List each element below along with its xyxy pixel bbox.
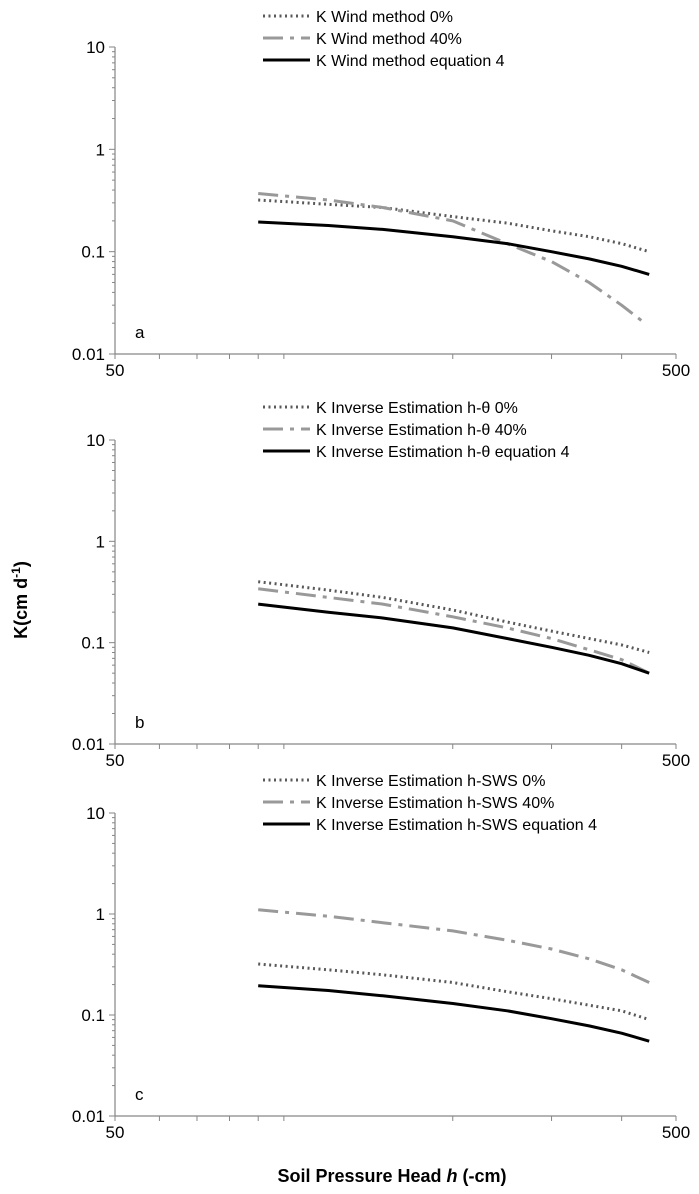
legend-label: K Inverse Estimation h-θ 0% [316,400,518,417]
legend-label: K Inverse Estimation h-SWS 0% [316,773,545,790]
series-line-dotted [258,580,650,654]
x-axis-title-post: (-cm) [458,1166,507,1186]
series-line-solid [258,984,650,1043]
x-tick-label: 500 [662,1123,690,1142]
y-tick-label: 0.1 [81,243,105,262]
y-tick-label: 10 [86,431,105,450]
series-line-solid [258,602,650,675]
legend-label: K Inverse Estimation h-θ equation 4 [316,444,570,461]
y-tick-label: 0.01 [72,1107,105,1126]
series-line-solid [258,220,650,276]
y-tick-label: 10 [86,804,105,823]
legend-label: K Wind method equation 4 [316,53,505,70]
legend: K Wind method 0% K Wind method 40% K Wind … [263,9,505,70]
panel-label: a [135,323,145,342]
y-tick-label: 10 [86,38,105,57]
legend-label: K Wind method 0% [316,9,453,26]
legend-label: K Inverse Estimation h-SWS 40% [316,795,554,812]
panel-label: b [135,713,144,732]
x-tick-label: 50 [106,1123,125,1142]
y-tick-label: 1 [96,140,105,159]
legend-label: K Wind method 40% [316,31,462,48]
y-tick-label: 1 [96,905,105,924]
x-tick-label: 50 [106,751,125,770]
y-axis-title: K(cm d-1) [9,561,31,639]
y-tick-label: 0.1 [81,634,105,653]
legend: K Inverse Estimation h-SWS 0% K Inverse E… [263,773,597,834]
y-tick-label: 0.1 [81,1006,105,1025]
y-tick-label: 1 [96,532,105,551]
legend: K Inverse Estimation h-θ 0% K Inverse Est… [263,400,570,461]
y-axis-title-main: K(cm d [11,578,31,639]
x-tick-label: 50 [106,361,125,380]
x-axis-title-pre: Soil Pressure Head [277,1166,446,1186]
legend-label: K Inverse Estimation h-θ 40% [316,422,527,439]
x-tick-label: 500 [662,361,690,380]
legend-label: K Inverse Estimation h-SWS equation 4 [316,817,597,834]
series-line-dash-dot [258,587,650,675]
y-axis-title-superscript: -1 [9,567,23,578]
y-tick-label: 0.01 [72,735,105,754]
y-axis-title-close: ) [11,561,31,567]
y-tick-label: 0.01 [72,345,105,364]
x-tick-label: 500 [662,751,690,770]
panel-label: c [135,1085,144,1104]
series-line-dash-dot [258,908,650,984]
series-line-dotted [258,962,650,1022]
x-axis-title: Soil Pressure Head h (-cm) [277,1166,506,1186]
series-line-dotted [258,198,650,254]
x-axis-title-italic: h [447,1166,458,1186]
